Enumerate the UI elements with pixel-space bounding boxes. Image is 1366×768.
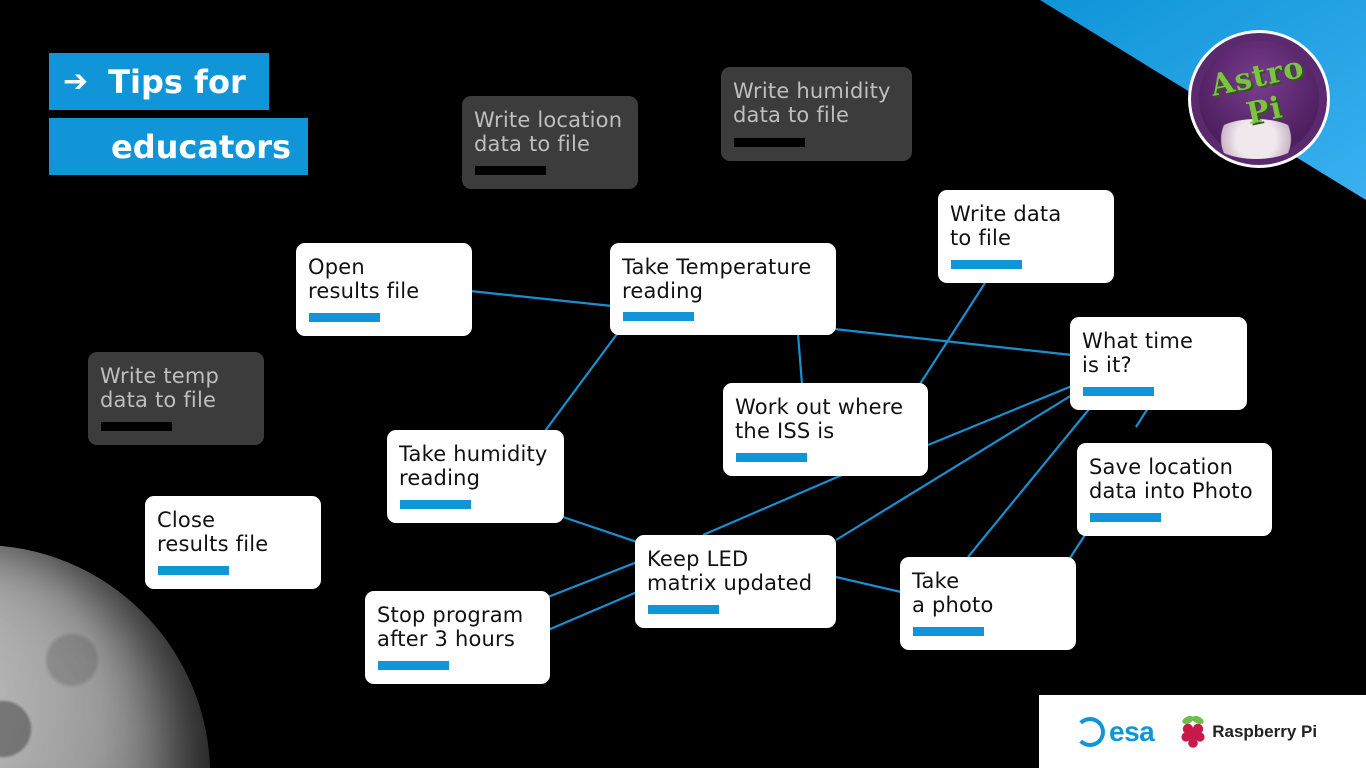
card-label: Write temp data to file: [100, 364, 220, 412]
connector: [919, 282, 986, 385]
connector: [835, 575, 902, 594]
card-underline: [736, 453, 807, 462]
connector: [547, 560, 638, 599]
card-underline: [648, 605, 719, 614]
connector: [835, 394, 1073, 541]
connector: [562, 515, 638, 544]
card-label: Write location data to file: [474, 108, 623, 156]
connector: [796, 333, 804, 385]
card-open-results: Open results file: [296, 243, 472, 336]
card-label: Open results file: [308, 255, 420, 303]
card-underline: [951, 260, 1022, 269]
card-take-temp: Take Temperature reading: [610, 243, 836, 335]
rocket-smoke-icon: [1211, 119, 1301, 159]
card-write-temp: Write temp data to file: [88, 352, 264, 445]
connector: [547, 590, 638, 632]
card-stop-program: Stop program after 3 hours: [365, 591, 550, 684]
connector: [1135, 407, 1149, 428]
card-label: What time is it?: [1082, 329, 1194, 377]
card-underline: [475, 166, 546, 175]
card-write-location: Write location data to file: [462, 96, 638, 189]
connector: [469, 289, 613, 308]
connector: [927, 384, 1073, 447]
esa-mark-icon: [1075, 716, 1105, 747]
title-text-1: Tips for: [108, 62, 246, 101]
right-arrow-icon: ➔: [63, 64, 89, 99]
card-close-results: Close results file: [145, 496, 321, 589]
card-label: Keep LED matrix updated: [647, 547, 813, 595]
card-label: Write data to file: [950, 202, 1062, 250]
card-label: Stop program after 3 hours: [377, 603, 524, 651]
card-label: Take humidity reading: [399, 442, 548, 490]
raspberry-pi-logo-text: Raspberry Pi: [1212, 721, 1318, 741]
card-write-data: Write data to file: [938, 190, 1114, 283]
card-underline: [400, 500, 471, 509]
card-underline: [913, 627, 984, 636]
connector: [544, 333, 618, 432]
card-label: Take Temperature reading: [622, 255, 812, 303]
astro-pi-badge-icon: Astro Pi: [1188, 30, 1330, 168]
card-work-out-iss: Work out where the ISS is: [723, 383, 928, 476]
card-underline: [309, 313, 380, 322]
card-what-time: What time is it?: [1070, 317, 1247, 410]
card-save-location: Save location data into Photo: [1077, 443, 1272, 536]
title-line-2: educators: [49, 118, 308, 175]
footer-logos: esa Raspberry Pi: [1039, 695, 1366, 768]
raspberry-icon: [1181, 715, 1205, 748]
card-underline: [734, 138, 805, 147]
card-keep-led: Keep LED matrix updated: [635, 535, 836, 628]
title-text-2: educators: [111, 127, 292, 166]
connector: [967, 407, 1091, 558]
card-take-humidity: Take humidity reading: [387, 430, 564, 523]
title-line-1: ➔ Tips for: [49, 53, 269, 110]
raspberry-pi-logo: Raspberry Pi: [1178, 715, 1317, 749]
connector: [833, 327, 1073, 357]
esa-logo-text: esa: [1109, 715, 1155, 747]
card-write-humidity: Write humidity data to file: [721, 67, 912, 161]
card-underline: [101, 422, 172, 431]
card-take-photo: Take a photo: [900, 557, 1076, 650]
card-label: Save location data into Photo: [1089, 455, 1253, 503]
connector: [702, 473, 843, 537]
card-underline: [1090, 513, 1161, 522]
card-label: Close results file: [157, 508, 269, 556]
card-underline: [623, 312, 694, 321]
card-label: Write humidity data to file: [733, 79, 891, 127]
connector: [1069, 534, 1086, 559]
card-label: Take a photo: [912, 569, 994, 617]
esa-logo: esa: [1075, 715, 1155, 748]
card-underline: [158, 566, 229, 575]
card-label: Work out where the ISS is: [735, 395, 904, 443]
card-underline: [1083, 387, 1154, 396]
card-underline: [378, 661, 449, 670]
